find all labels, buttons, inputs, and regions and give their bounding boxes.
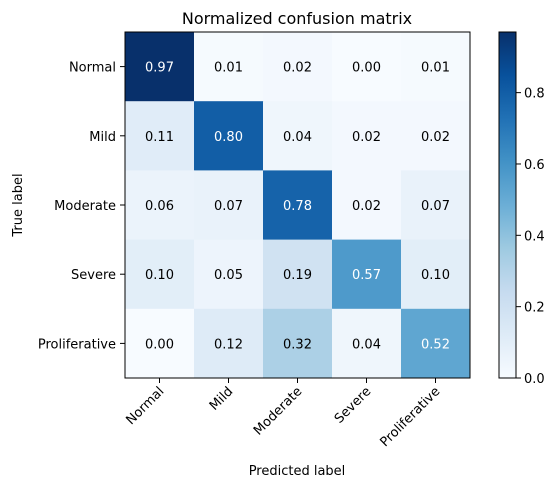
heatmap-cell [125,32,195,102]
colorbar-ticks: 0.0 0.2 0.4 0.6 0.8 [516,87,545,387]
y-axis-label: True label [11,173,26,237]
y-tick-label: Proliferative [38,337,116,352]
colorbar-tick-label: 0.0 [524,372,545,387]
heatmap-cells: 0.97 0.01 0.02 0.00 0.01 0.11 0.80 0.04 0.02 0.02… [125,32,471,379]
cell-value-label: 0.10 [145,268,174,283]
cell-value-label: 0.32 [283,337,312,352]
y-tick-label: Normal [69,61,116,76]
cell-value-label: 0.12 [214,337,243,352]
cell-value-label: 0.97 [145,61,174,76]
heatmap-cell [125,170,195,241]
cell-value-label: 0.02 [352,130,381,145]
cell-value-label: 0.07 [214,199,243,214]
x-tick-label: Moderate [251,384,305,438]
cell-value-label: 0.19 [283,268,312,283]
colorbar-tick-label: 0.4 [524,229,545,244]
heatmap-cell [194,32,264,102]
colorbar-tick-label: 0.8 [524,87,545,102]
heatmap-cell [401,170,471,241]
colorbar-tick-label: 0.6 [524,158,545,173]
y-tick-label: Mild [89,130,116,145]
heatmap-cell [401,101,471,171]
cell-value-label: 0.52 [421,337,450,352]
heatmap-cell [401,308,471,379]
heatmap-cell [332,308,402,379]
cell-value-label: 0.07 [421,199,450,214]
x-axis-label: Predicted label [249,464,346,479]
x-tick-label: Proliferative [377,384,443,450]
cell-value-label: 0.02 [352,199,381,214]
y-tick-label: Severe [71,268,116,283]
heatmap-cell [194,101,264,171]
heatmap-cell [263,32,333,102]
x-tick-label: Normal [123,384,167,428]
heatmap-cell [401,32,471,102]
heatmap-cell [125,101,195,171]
heatmap-cell [332,101,402,171]
cell-value-label: 0.01 [214,61,243,76]
cell-value-label: 0.57 [352,268,381,283]
heatmap-cell [263,308,333,379]
cell-value-label: 0.11 [145,130,174,145]
heatmap-cell [332,170,402,241]
heatmap-cell [125,239,195,310]
cell-value-label: 0.00 [145,337,174,352]
heatmap-cell [332,239,402,310]
colorbar [498,31,517,379]
heatmap-cell [194,170,264,241]
x-tick-label: Mild [207,384,236,413]
cell-value-label: 0.02 [283,61,312,76]
heatmap-cell [194,308,264,379]
y-tick-label: Moderate [54,199,116,214]
colorbar-tick-label: 0.2 [524,301,545,316]
cell-value-label: 0.00 [352,61,381,76]
heatmap-cell [263,101,333,171]
cell-value-label: 0.06 [145,199,174,214]
cell-value-label: 0.04 [283,130,312,145]
x-tick-label: Severe [332,384,374,426]
cell-value-label: 0.10 [421,268,450,283]
heatmap-cell [125,308,195,379]
cell-value-label: 0.80 [214,130,243,145]
cell-value-label: 0.04 [352,337,381,352]
chart-title: Normalized confusion matrix [182,9,412,28]
heatmap-cell [194,239,264,310]
cell-value-label: 0.02 [421,130,450,145]
cell-value-label: 0.05 [214,268,243,283]
y-axis-ticks: Normal Mild Moderate Severe Proliferative [38,61,125,352]
cell-value-label: 0.01 [421,61,450,76]
heatmap-cell [263,239,333,310]
heatmap-cell [263,170,333,241]
cell-value-label: 0.78 [283,199,312,214]
heatmap-cell [332,32,402,102]
heatmap-cell [401,239,471,310]
x-axis-ticks: Normal Mild Moderate Severe Proliferative [123,378,443,450]
